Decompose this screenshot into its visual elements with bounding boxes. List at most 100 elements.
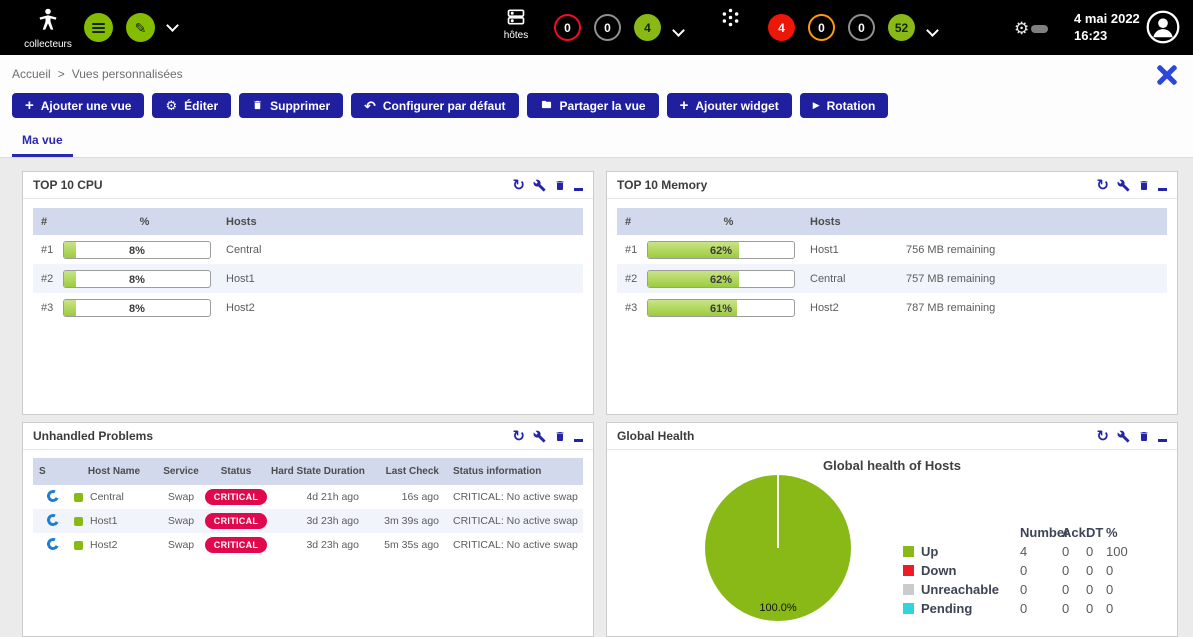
chevron-down-icon[interactable] [166,19,179,32]
set-default-button[interactable]: ↶ Configurer par défaut [351,93,519,118]
progress-label: 8% [129,302,145,315]
last-check: 3m 39s ago [384,515,439,527]
chevron-down-icon[interactable] [672,24,685,37]
breadcrumb-current[interactable]: Vues personnalisées [71,67,183,81]
refresh-icon[interactable]: ↻ [1096,427,1109,445]
rank: #2 [625,272,638,285]
memory-remaining: 757 MB remaining [906,272,996,285]
col-header: Hard State Duration [271,466,365,477]
hosts-menu[interactable]: hôtes [492,7,540,41]
host-name[interactable]: Central [226,243,262,256]
legend-number: 0 [1020,582,1028,597]
services-menu[interactable] [706,7,754,31]
memory-remaining: 756 MB remaining [906,243,996,256]
hosts-icon [507,9,525,25]
share-view-button[interactable]: Partager la vue [526,93,659,118]
poller-config-button[interactable] [84,13,113,42]
trash-icon[interactable] [554,430,566,443]
status-badge: CRITICAL [204,537,268,553]
refresh-icon[interactable]: ↻ [512,176,525,194]
col-header: Ack [1062,525,1086,540]
button-label: Ajouter widget [695,98,779,113]
play-icon: ▶ [812,100,820,110]
memory-usage-bar: 61% [647,298,795,317]
tab-ma-vue[interactable]: Ma vue [12,129,73,157]
service-name[interactable]: Swap [167,515,195,527]
col-header: S [39,466,46,477]
host-name[interactable]: Host2 [90,539,118,551]
services-status-group: 4 0 0 52 [706,7,939,41]
settings-toggle[interactable]: ⚙ [1014,20,1049,37]
host-name[interactable]: Central [90,491,124,503]
refresh-icon[interactable]: ↻ [512,427,525,445]
host-name[interactable]: Central [810,272,846,285]
refresh-icon[interactable]: ↻ [1096,176,1109,194]
trash-icon[interactable] [554,179,566,192]
col-header: DT [1086,525,1104,540]
wrench-icon[interactable] [1117,430,1130,443]
add-widget-button[interactable]: + Ajouter widget [666,93,792,118]
host-name[interactable]: Host2 [810,301,839,314]
widget-top10-memory: TOP 10 Memory ↻ # % Hosts #1 62% Host1 7… [606,171,1178,415]
service-name[interactable]: Swap [167,539,195,551]
hosts-up-badge[interactable]: 4 [634,14,661,41]
cpu-usage-bar: 8% [63,298,211,317]
service-name[interactable]: Swap [167,491,195,503]
progress-label: 61% [709,302,733,315]
wrench-icon[interactable] [533,179,546,192]
wrench-icon[interactable] [1117,179,1130,192]
col-header: Number [1020,525,1070,540]
edit-mode-icon[interactable] [1155,63,1179,87]
breadcrumb-home[interactable]: Accueil [12,67,51,81]
delete-view-button[interactable]: Supprimer [239,93,344,118]
cpu-usage-bar: 8% [63,240,211,259]
table-row: #3 61% Host2 787 MB remaining [617,293,1167,322]
minimize-icon[interactable] [1158,430,1167,442]
progress-fill [648,241,739,258]
edit-view-button[interactable]: ⚙ Éditer [152,93,232,118]
button-label: Ajouter une vue [40,98,132,113]
hosts-unreachable-badge[interactable]: 0 [594,14,621,41]
trash-icon[interactable] [1138,179,1150,192]
hard-state-duration: 3d 23h ago [306,515,359,527]
services-warning-badge[interactable]: 0 [808,14,835,41]
hosts-down-badge[interactable]: 0 [554,14,581,41]
plus-icon: + [679,97,689,114]
rotation-button[interactable]: ▶ Rotation [799,93,889,118]
minimize-icon[interactable] [1158,179,1167,191]
export-config-button[interactable]: ✎ [126,13,155,42]
host-name[interactable]: Host1 [226,272,255,285]
menu-icon [92,21,105,35]
services-critical-badge[interactable]: 4 [768,14,795,41]
table-row: #1 62% Host1 756 MB remaining [617,235,1167,264]
memory-usage-bar: 62% [647,240,795,259]
services-unknown-badge[interactable]: 0 [848,14,875,41]
table-row: Host1 Swap CRITICAL 3d 23h ago 3m 39s ag… [33,509,583,533]
current-time: 16:23 [1074,28,1108,43]
collectors-menu[interactable]: collecteurs [16,7,80,50]
user-avatar[interactable] [1146,10,1180,49]
services-ok-badge[interactable]: 52 [888,14,915,41]
legend-ack: 0 [1062,563,1070,578]
host-name[interactable]: Host1 [90,515,118,527]
avatar-icon [1146,10,1180,44]
chevron-down-icon[interactable] [926,24,939,37]
legend-row: Up 4 0 0 100 [903,542,1136,561]
trash-icon[interactable] [1138,430,1150,443]
button-label: Rotation [826,98,876,113]
legend-ack: 0 [1062,601,1070,616]
status-information: CRITICAL: No active swap [453,539,578,551]
col-header: Last Check [385,466,439,477]
progress-fill [64,270,76,287]
wrench-icon[interactable] [533,430,546,443]
legend-pct: 0 [1106,601,1114,616]
legend-row: Pending 0 0 0 0 [903,599,1136,618]
host-name[interactable]: Host2 [226,301,255,314]
col-header: % [139,215,150,228]
minimize-icon[interactable] [574,430,583,442]
widget-header: TOP 10 Memory ↻ [607,172,1177,199]
host-name[interactable]: Host1 [810,243,839,256]
minimize-icon[interactable] [574,179,583,191]
legend-row: Down 0 0 0 0 [903,561,1136,580]
add-view-button[interactable]: + Ajouter une vue [12,93,145,118]
